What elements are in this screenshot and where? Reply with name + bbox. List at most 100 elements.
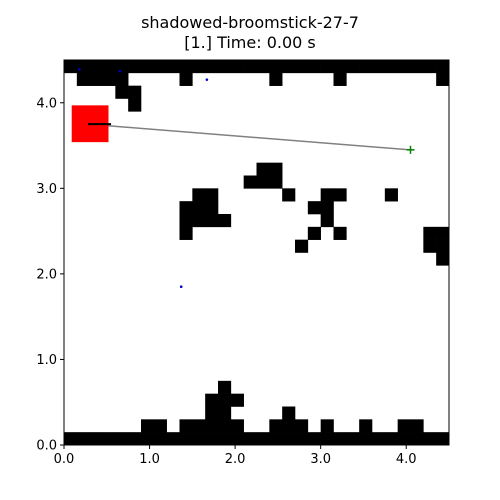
obstacle-cell [243, 175, 257, 189]
obstacle-cell [436, 432, 449, 445]
y-tick-label: 2.0 [36, 267, 57, 282]
obstacle-cell [243, 60, 257, 74]
obstacle-cell [397, 419, 411, 433]
obstacle-cell [359, 419, 373, 433]
small-marker [205, 78, 209, 81]
y-tick-label: 3.0 [36, 182, 57, 197]
obstacle-cell [153, 419, 167, 433]
obstacle-cell [141, 60, 155, 74]
obstacle-cell [179, 72, 193, 86]
obstacle-cell [320, 419, 334, 433]
x-tick-label: 2.0 [225, 452, 246, 467]
obstacle-cell [384, 60, 398, 74]
y-tick-label: 0.0 [36, 439, 57, 454]
obstacle-cell [256, 162, 270, 176]
obstacle-cell [179, 60, 193, 74]
obstacle-cell [205, 393, 219, 407]
obstacle-cell [372, 60, 386, 74]
obstacle-cell [359, 432, 373, 445]
obstacle-cell [153, 60, 167, 74]
obstacle-cell [410, 432, 424, 445]
obstacle-cell [320, 188, 334, 202]
obstacle-cell [64, 432, 78, 445]
obstacle-cell [269, 175, 283, 189]
obstacle-cell [307, 201, 321, 215]
obstacle-cell [102, 72, 116, 86]
obstacle-cell [128, 60, 142, 74]
obstacle-cell [423, 226, 437, 240]
obstacle-cell [397, 432, 411, 445]
obstacle-cell [256, 432, 270, 445]
obstacle-cell [295, 419, 309, 433]
obstacle-cell [423, 60, 437, 74]
obstacle-cell [141, 432, 155, 445]
obstacle-cell [179, 214, 193, 228]
obstacle-cell [436, 239, 449, 253]
plot-title-line1: shadowed-broomstick-27-7 [141, 13, 359, 32]
obstacle-cell [89, 72, 103, 86]
obstacle-cell [384, 188, 398, 202]
obstacle-cell [423, 432, 437, 445]
obstacle-cell [230, 419, 244, 433]
obstacle-cell [192, 201, 206, 215]
obstacle-cell [295, 239, 309, 253]
obstacle-cell [205, 432, 219, 445]
x-tick-label: 3.0 [310, 452, 331, 467]
obstacle-cell [436, 252, 449, 266]
obstacle-cell [282, 432, 296, 445]
y-tick-label: 1.0 [36, 353, 57, 368]
obstacle-cell [179, 226, 193, 240]
obstacle-cell [230, 60, 244, 74]
obstacle-cell [115, 72, 129, 86]
obstacle-cell [346, 432, 360, 445]
plot-title-line2: [1.] Time: 0.00 s [184, 33, 316, 52]
obstacle-cell [436, 72, 449, 86]
obstacle-cell [295, 60, 309, 74]
obstacle-cell [115, 85, 129, 99]
obstacle-cell [64, 60, 78, 74]
obstacle-cell [269, 419, 283, 433]
obstacle-cell [128, 85, 142, 99]
obstacle-cell [333, 188, 347, 202]
obstacle-cell [320, 201, 334, 215]
map-plot-area [64, 60, 449, 445]
obstacle-cell [282, 419, 296, 433]
obstacle-cell [269, 162, 283, 176]
obstacle-cell [307, 60, 321, 74]
obstacle-cell [269, 72, 283, 86]
obstacle-cell [218, 419, 232, 433]
obstacle-cell [269, 432, 283, 445]
obstacle-cell [192, 432, 206, 445]
obstacle-cell [115, 432, 129, 445]
obstacle-cell [89, 432, 103, 445]
x-tick-label: 0.0 [54, 452, 75, 467]
obstacle-cell [256, 60, 270, 74]
obstacle-cell [333, 72, 347, 86]
obstacle-cell [307, 432, 321, 445]
obstacle-cell [269, 60, 283, 74]
obstacle-cell [282, 406, 296, 420]
obstacle-cell [384, 432, 398, 445]
obstacle-cell [205, 406, 219, 420]
x-tick-label: 1.0 [139, 452, 160, 467]
small-marker [179, 285, 183, 289]
obstacle-cell [230, 393, 244, 407]
obstacle-cell [192, 214, 206, 228]
obstacle-cell [128, 432, 142, 445]
obstacle-cell [205, 419, 219, 433]
obstacle-cell [179, 201, 193, 215]
obstacle-cell [307, 226, 321, 240]
obstacle-cell [436, 60, 449, 74]
y-tick-label: 4.0 [36, 96, 57, 111]
obstacle-cell [372, 432, 386, 445]
obstacle-cell [282, 188, 296, 202]
obstacle-cell [166, 60, 180, 74]
obstacle-cell [102, 60, 116, 74]
small-marker [78, 68, 81, 71]
obstacle-cell [205, 188, 219, 202]
plot-title: shadowed-broomstick-27-7 [1.] Time: 0.00… [0, 13, 500, 53]
obstacle-cell [256, 175, 270, 189]
obstacle-cell [320, 214, 334, 228]
obstacle-cell [359, 60, 373, 74]
